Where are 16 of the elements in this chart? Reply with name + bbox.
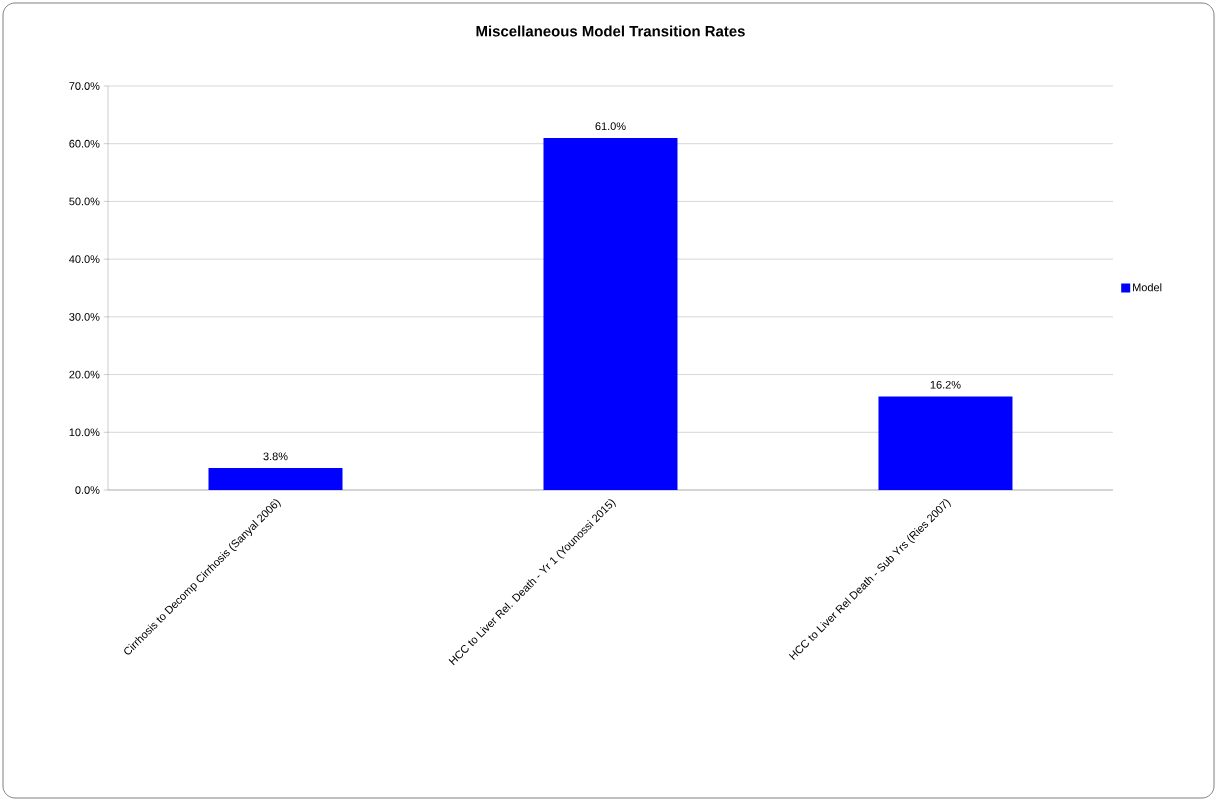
bar bbox=[543, 137, 678, 490]
y-tick-label: 40.0% bbox=[69, 255, 100, 264]
y-tick-label: 30.0% bbox=[69, 312, 100, 321]
y-tick-label: 50.0% bbox=[69, 197, 100, 206]
chart-title: Miscellaneous Model Transition Rates bbox=[476, 25, 745, 37]
bar bbox=[878, 396, 1013, 490]
y-tick-label: 20.0% bbox=[69, 370, 100, 379]
y-tick-label: 60.0% bbox=[69, 139, 100, 148]
y-tick-label: 70.0% bbox=[69, 82, 100, 90]
y-tick-label: 0.0% bbox=[75, 486, 100, 494]
legend-label: Model bbox=[1133, 283, 1162, 292]
data-label: 16.2% bbox=[930, 380, 961, 389]
data-label: 61.0% bbox=[595, 122, 626, 131]
data-label: 3.8% bbox=[263, 452, 288, 461]
y-tick-label: 10.0% bbox=[69, 428, 100, 437]
bar bbox=[208, 468, 343, 490]
